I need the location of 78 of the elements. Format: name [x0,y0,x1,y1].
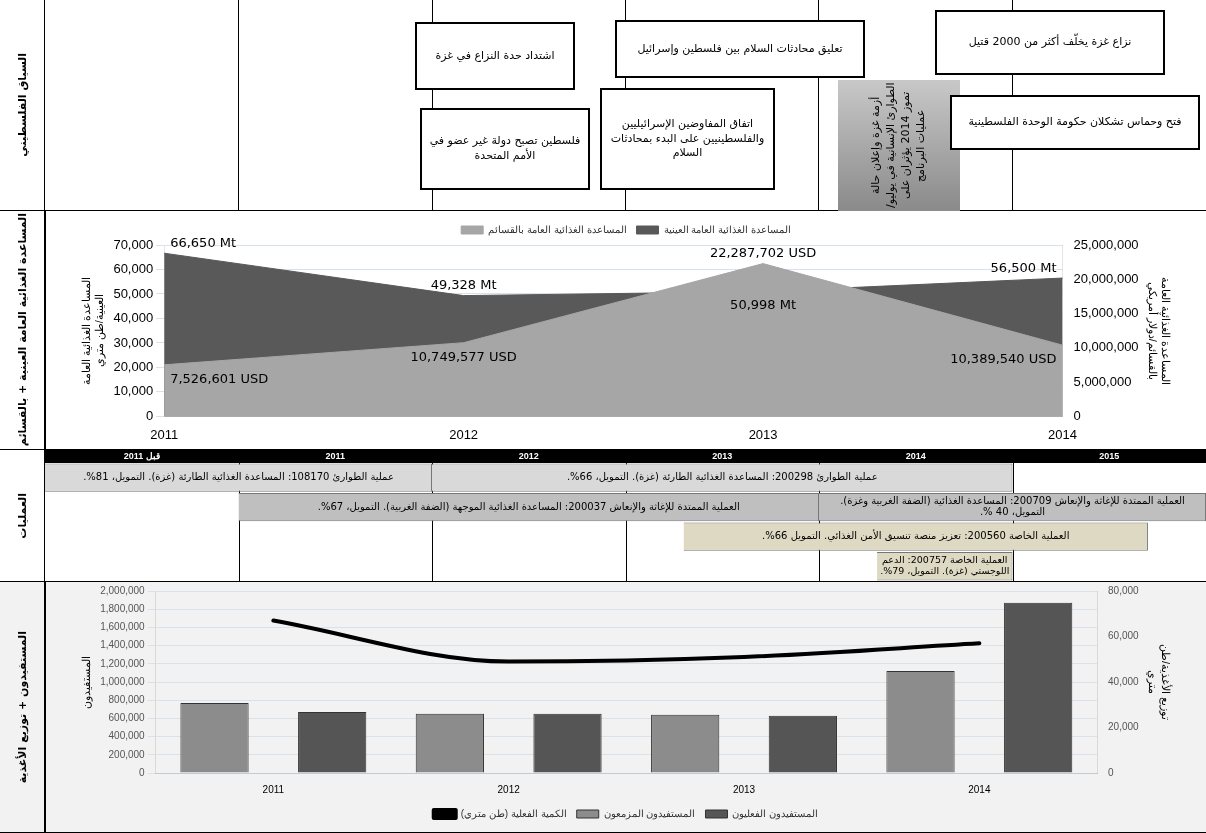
text: المستفيدون + توزيع الأغذية [15,630,29,784]
y-tick-label: 60,000 [113,261,154,277]
x-tick-label: 2011 [262,783,285,795]
series-label: عملية الطوارئ 108170: المساعدة الغذائية الطارئة (غزة). التمويل، 81%. [83,471,394,483]
y-tick-label: 400,000 [108,730,146,742]
x-tick-label: 2014 [905,450,926,461]
series-label: العملية الخاصة 200560: تعزيز منصة تنسيق الأمن الغذائي. التمويل 66%. [762,529,1070,543]
series-label: العملية الممتدة للإغاثة والإنعاش 200037: المساعدة الغذائية الموجهة (الضفة الغربية). التمويل، 67%. [317,500,740,513]
data-label: 7,526,601 USD [170,370,269,386]
text: اشتداد حدة النزاع في غزة [415,22,575,90]
data-label: 22,287,702 USD [709,245,817,261]
text: اتفاق المفاوضين الإسرائيليين والفلسطينيين على البدء بمحادثات السلام [600,88,775,190]
y-tick-label: 1,400,000 [100,639,146,651]
y-tick-label: 70,000 [113,236,154,252]
x-tick-label: 2015 [1099,450,1120,461]
x-tick-label: 2011 [325,450,346,461]
series-label: عملية الطوارئ 200298: المساعدة الغذائية الطارئة (غزة). التمويل، 66%. [566,471,878,483]
x-tick-label: 2013 [732,783,756,795]
data-label: 50,998 Mt [730,297,797,313]
y2-tick-label: 20,000,000 [1073,270,1139,286]
text: السياق الفلسطيني [15,53,29,157]
y-tick-label: 800,000 [108,693,146,705]
y-tick-label: 1,000,000 [100,675,146,687]
series-label: العملية الخاصة 200757: الدعم اللوجستي (غزة). التمويل، 79%. [880,554,1010,577]
series-label: العملية الممتدة للإغاثة والإنعاش 200709: المساعدة الغذائية (الضفة الغربية وغزة). التمويل، 40 %. [840,495,1185,518]
y2-tick-label: 15,000,000 [1073,305,1139,321]
y-tick-label: 1,600,000 [100,621,146,633]
y-tick-label: 600,000 [108,712,146,724]
text: تعليق محادثات السلام بين فلسطين وإسرائيل [615,20,865,78]
y-tick-label: 10,000 [113,383,154,399]
y2-tick-label: 80,000 [1108,584,1140,596]
y-tick-label: 30,000 [113,334,154,350]
text: المساعدة الغذائية العامة العينية + بالقسائم [15,213,29,447]
legend-label: المساعدة الغذائية العامة بالقسائم [488,223,627,236]
legend-label: المستفيدون المزمعون [603,807,696,820]
legend-label: الكمية الفعلية (طن متري) [460,807,567,820]
y-tick-label: 2,000,000 [100,584,146,596]
y-tick-label: 50,000 [113,285,154,301]
x-tick-label: 2013 [712,450,733,461]
y-tick-label: 20,000 [113,359,154,375]
data-label: 56,500 Mt [990,259,1057,275]
y-tick-label: 40,000 [113,310,154,326]
data-label: 10,389,540 USD [950,351,1057,367]
x-tick-label: قبل 2011 [123,450,160,461]
x-tick-label: 2014 [968,783,991,795]
y-tick-label: 0 [145,407,154,423]
x-tick-label: 2014 [1048,426,1077,442]
y2-tick-label: 60,000 [1108,630,1140,642]
y-axis-title: المساعدة الغذائية العامة العينية/طن متري [79,276,106,385]
text: نزاع غزة يخلّف أكثر من 2000 قتيل [935,10,1165,75]
y2-axis-title: توزيع الأغذية/طن متري [1146,643,1174,721]
data-label: 66,650 Mt [170,235,237,251]
text: العمليات [15,492,29,539]
y2-tick-label: 0 [1108,766,1115,778]
text: فلسطين تصبح دولة غير عضو في الأمم المتحدة [420,108,590,190]
data-label: 10,749,577 USD [410,348,517,364]
x-tick-label: 2011 [150,426,179,442]
y2-tick-label: 0 [1073,407,1081,423]
y2-tick-label: 40,000 [1108,675,1140,687]
text: فتح وحماس تشكلان حكومة الوحدة الفلسطينية [950,95,1200,150]
legend-label: المستفيدون الفعليون [732,807,819,820]
x-tick-label: 2012 [497,783,521,795]
data-label: 49,328 Mt [430,277,497,293]
y-axis-title: المستفيدون [79,655,93,709]
legend-label: المساعدة الغذائية العامة العينية [663,223,791,235]
y2-tick-label: 25,000,000 [1073,236,1139,252]
y2-tick-label: 20,000 [1108,721,1140,733]
y-tick-label: 200,000 [108,748,146,760]
y2-tick-label: 5,000,000 [1073,373,1132,389]
x-tick-label: 2012 [449,426,479,442]
y-tick-label: 1,800,000 [100,602,146,614]
y-tick-label: 1,200,000 [100,657,146,669]
y-tick-label: 0 [139,766,146,778]
text: أزمة غزة وإعلان حالة الطوارئ الإنسانية في يوليو/تموز 2014 يؤثران على عمليات البرنامج [869,82,928,209]
y2-axis-title: المساعدة الغذائية العامة بالقسائم/دولار أمريكي [1146,276,1173,385]
x-tick-label: 2013 [748,426,778,442]
x-tick-label: 2012 [518,450,539,461]
y2-tick-label: 10,000,000 [1073,339,1139,355]
